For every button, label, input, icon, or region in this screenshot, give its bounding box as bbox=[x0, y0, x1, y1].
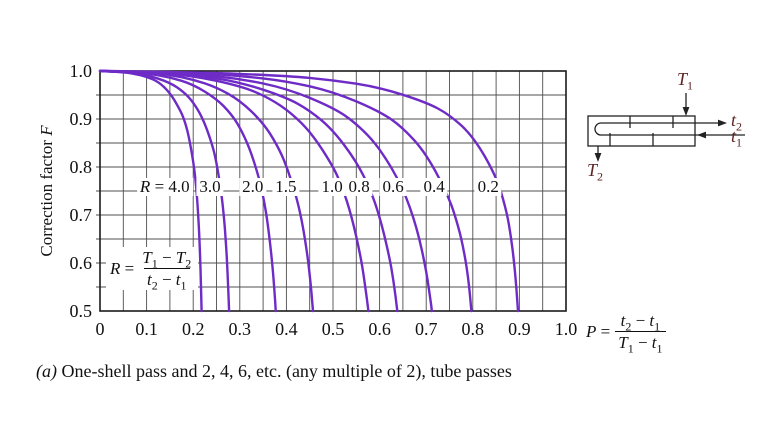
curve-R=0.6 bbox=[98, 69, 433, 313]
p-definition-formula: P = t2 − t1 T1 − t1 bbox=[586, 311, 666, 354]
r-formula-den-var1: t bbox=[146, 270, 152, 289]
x-tick-label-0.1: 0.1 bbox=[135, 319, 158, 339]
r-formula-den-op: − bbox=[161, 270, 172, 289]
shell-outlet-arrowhead bbox=[594, 153, 602, 162]
y-tick-label-0.7: 0.7 bbox=[69, 205, 93, 225]
tube-outlet-label: t2 bbox=[731, 110, 742, 133]
shell-inlet-var: T bbox=[677, 69, 688, 89]
tube-outlet-arrowhead bbox=[718, 119, 727, 127]
y-tick-label-0.8: 0.8 bbox=[69, 157, 93, 177]
p-formula-den-var2: t bbox=[651, 333, 657, 352]
y-axis-title-text: Correction factor bbox=[37, 140, 56, 257]
r-formula-num-op: − bbox=[161, 248, 172, 267]
shell-inlet-label: T1 bbox=[677, 69, 693, 92]
r-formula-num-var1: T bbox=[142, 248, 152, 267]
tube-outlet-sub: 2 bbox=[736, 119, 743, 134]
curve-label-R=0.4: 0.4 bbox=[420, 178, 448, 196]
r-formula-equals: = bbox=[124, 259, 135, 278]
r-formula-num-sub1: 1 bbox=[151, 256, 158, 271]
curve-R=1.0 bbox=[98, 69, 370, 313]
curve-label-R=0.2: 0.2 bbox=[474, 178, 502, 196]
curve-label-R=0.6: 0.6 bbox=[379, 178, 407, 196]
r-formula-den-sub2: 1 bbox=[180, 278, 187, 293]
p-formula-num-var2: t bbox=[649, 311, 655, 330]
curve-R=0.8 bbox=[98, 69, 399, 313]
p-formula-lhs: P bbox=[586, 322, 597, 341]
p-formula-num-op: − bbox=[635, 311, 646, 330]
p-formula-num-var1: t bbox=[620, 311, 626, 330]
curve-R=1.5 bbox=[98, 69, 315, 313]
plot-border bbox=[99, 70, 567, 312]
curve-label-R=3.0: 3.0 bbox=[196, 178, 224, 196]
x-tick-label-0.4: 0.4 bbox=[275, 319, 298, 339]
tube-outlet-var: t bbox=[731, 110, 737, 130]
y-tick-label-0.6: 0.6 bbox=[69, 253, 93, 273]
p-formula-num-sub2: 1 bbox=[654, 319, 661, 334]
curve-label-R=0.8: 0.8 bbox=[345, 178, 373, 196]
tube-inlet-sub: 1 bbox=[736, 135, 743, 150]
curve-label-R=1.5: 1.5 bbox=[272, 178, 300, 196]
curve-R=2.0 bbox=[98, 69, 277, 313]
y-axis-title: Correction factor F bbox=[37, 125, 57, 256]
curve-R=0.4 bbox=[98, 69, 473, 313]
tube-inlet-label: t1 bbox=[731, 126, 742, 149]
x-tick-label-0.9: 0.9 bbox=[508, 319, 531, 339]
shell-outlet-label: T2 bbox=[587, 160, 603, 183]
x-tick-label-0.6: 0.6 bbox=[368, 319, 391, 339]
shell-outlet-sub: 2 bbox=[597, 169, 604, 184]
r-formula-num-var2: T bbox=[175, 248, 186, 267]
heat-exchanger-diagram bbox=[587, 93, 745, 162]
y-tick-label-0.9: 0.9 bbox=[69, 109, 93, 129]
p-formula-den-sub2: 1 bbox=[656, 341, 663, 356]
y-tick-label-0.5: 0.5 bbox=[69, 301, 93, 321]
shell-inlet-sub: 1 bbox=[687, 78, 694, 93]
r-formula-num-sub2: 2 bbox=[185, 256, 192, 271]
p-formula-equals: = bbox=[600, 322, 611, 341]
tube-inlet-var: t bbox=[731, 126, 737, 146]
p-formula-den-op: − bbox=[637, 333, 648, 352]
curve-label-R=2.0: 2.0 bbox=[239, 178, 267, 196]
y-axis-title-variable: F bbox=[37, 125, 56, 136]
tube-inlet-arrowhead bbox=[697, 131, 706, 139]
curve-R=3.0 bbox=[98, 69, 231, 313]
curve-R=0.2 bbox=[98, 69, 520, 313]
r-definition-formula: R = T1 − T2 t2 − t1 bbox=[106, 247, 199, 293]
shell-outline bbox=[587, 115, 696, 147]
curve-label-R=1.0: 1.0 bbox=[318, 178, 346, 196]
x-tick-label-0: 0 bbox=[95, 319, 105, 339]
x-tick-label-0.3: 0.3 bbox=[228, 319, 252, 339]
figure-caption: (a) One-shell pass and 2, 4, 6, etc. (an… bbox=[36, 361, 512, 382]
p-formula-den-sub1: 1 bbox=[627, 341, 634, 356]
shell-outlet-var: T bbox=[587, 160, 598, 180]
p-formula-num-sub1: 2 bbox=[625, 319, 632, 334]
curve-label-R=4.0: R = 4.0 bbox=[136, 178, 193, 196]
x-tick-label-0.5: 0.5 bbox=[321, 319, 345, 339]
y-tick-label-1.0: 1.0 bbox=[69, 61, 93, 81]
caption-text: One-shell pass and 2, 4, 6, etc. (any mu… bbox=[61, 361, 512, 381]
r-formula-lhs: R bbox=[110, 259, 121, 278]
r-formula-den-sub1: 2 bbox=[151, 278, 158, 293]
x-tick-label-1.0: 1.0 bbox=[554, 319, 578, 339]
x-tick-label-0.8: 0.8 bbox=[461, 319, 485, 339]
u-tube-bend bbox=[594, 122, 602, 136]
shell-inlet-arrowhead bbox=[682, 107, 690, 116]
r-formula-den-var2: t bbox=[175, 270, 181, 289]
caption-part-letter: (a) bbox=[36, 361, 57, 381]
x-tick-label-0.7: 0.7 bbox=[414, 319, 438, 339]
x-tick-label-0.2: 0.2 bbox=[181, 319, 205, 339]
p-formula-den-var1: T bbox=[618, 333, 628, 352]
